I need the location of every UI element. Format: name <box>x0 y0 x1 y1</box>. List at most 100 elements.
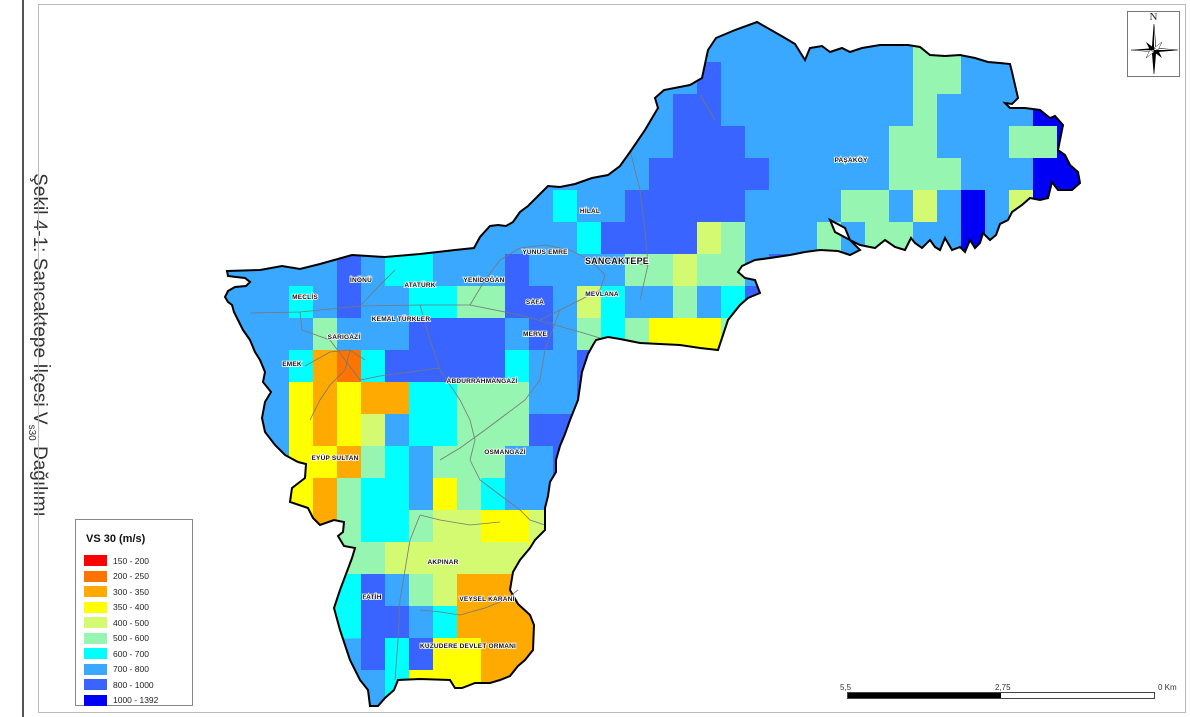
vs30-cell <box>337 510 362 543</box>
vs30-cell <box>697 286 722 319</box>
vs30-cell <box>745 62 770 95</box>
scale-label-left: 5,5 <box>840 683 852 692</box>
legend-title: VS 30 (m/s) <box>86 533 146 545</box>
vs30-cell <box>553 286 578 319</box>
place-label: YUNUS EMRE <box>522 249 568 256</box>
vs30-cell <box>409 638 434 671</box>
vs30-cell <box>601 382 626 415</box>
vs30-cell <box>913 62 938 95</box>
vs30-cell <box>409 286 434 319</box>
vs30-cell <box>529 350 554 383</box>
vs30-cell <box>793 350 818 383</box>
vs30-cell <box>601 670 626 703</box>
vs30-cell <box>385 446 410 479</box>
vs30-cell <box>769 318 794 351</box>
vs30-cell <box>625 510 650 543</box>
vs30-cell <box>337 382 362 415</box>
vs30-cell <box>457 574 482 607</box>
vs30-cell <box>913 190 938 223</box>
legend-item: 400 - 500 <box>84 615 184 631</box>
compass-rose-icon <box>1130 23 1179 75</box>
vs30-cell <box>553 414 578 447</box>
vs30-cell <box>601 414 626 447</box>
vs30-cell <box>481 478 506 511</box>
vs30-cell <box>841 62 866 95</box>
vs30-cell <box>745 126 770 159</box>
vs30-cell <box>649 222 674 255</box>
place-label: ATATÜRK <box>404 280 435 289</box>
vs30-cell <box>529 414 554 447</box>
vs30-cell <box>361 510 386 543</box>
vs30-cell <box>769 254 794 287</box>
vs30-cell <box>481 446 506 479</box>
vs30-cell <box>865 222 890 255</box>
vs30-cell <box>793 318 818 351</box>
vs30-cell <box>505 318 530 351</box>
vs30-cell <box>793 158 818 191</box>
vs30-cell <box>505 478 530 511</box>
vs30-cell <box>793 62 818 95</box>
vs30-cell <box>529 670 554 703</box>
vs30-cell <box>937 94 962 127</box>
vs30-cell <box>529 222 554 255</box>
vs30-cell <box>313 542 338 575</box>
vs30-cell <box>481 670 506 703</box>
place-labels: PAŞAKÖY HİLAL YUNUS EMRE SANCAKTEPE İNÖNÜ ATA… <box>281 154 868 651</box>
vs30-cell <box>409 478 434 511</box>
vs30-cell <box>673 94 698 127</box>
legend-item: 300 - 350 <box>84 584 184 600</box>
vs30-cell <box>337 286 362 319</box>
vs30-cell <box>529 382 554 415</box>
vs30-cell <box>673 670 698 703</box>
vs30-cell <box>289 510 314 543</box>
scale-bar-black-segment <box>848 693 1001 698</box>
vs30-cell <box>1081 158 1106 191</box>
vs30-cell <box>361 574 386 607</box>
vs30-cell <box>553 574 578 607</box>
legend-item: 1000 - 1392 <box>84 693 184 709</box>
vs30-cell <box>1033 126 1058 159</box>
legend-items: 150 - 200 200 - 250 300 - 350 350 - 400 400 … <box>84 553 184 708</box>
vs30-cell <box>337 318 362 351</box>
place-label: HİLAL <box>580 207 600 215</box>
vs30-cell <box>985 190 1010 223</box>
vs30-cell <box>769 94 794 127</box>
vs30-cell <box>289 350 314 383</box>
vs30-cell <box>817 94 842 127</box>
vs30-cell <box>625 382 650 415</box>
vs30-cell <box>913 126 938 159</box>
vs30-cell <box>673 638 698 671</box>
vs30-cell <box>913 254 938 287</box>
vs30-cell <box>697 414 722 447</box>
neighborhood-boundaries <box>249 94 716 681</box>
legend-swatch <box>84 570 107 582</box>
vs30-cell <box>697 670 722 703</box>
place-label: MECLİS <box>292 293 318 301</box>
legend-label: 150 - 200 <box>113 555 149 566</box>
vs30-cell <box>961 94 986 127</box>
vs30-cell <box>553 606 578 639</box>
vs30-cell <box>577 670 602 703</box>
vs30-cell <box>505 222 530 255</box>
north-label: N <box>1149 11 1158 23</box>
vs30-cell <box>481 382 506 415</box>
vs30-cell <box>1033 62 1058 95</box>
vs30-cell <box>721 222 746 255</box>
vs30-cell <box>457 318 482 351</box>
vs30-cell <box>721 94 746 127</box>
vs30-cell <box>673 158 698 191</box>
vs30-cell <box>673 254 698 287</box>
vs30-cell <box>361 446 386 479</box>
vs30-cell <box>289 542 314 575</box>
vs30-cell <box>721 254 746 287</box>
vs30-cell <box>337 254 362 287</box>
vs30-cell <box>697 318 722 351</box>
vs30-cell <box>409 574 434 607</box>
legend-swatch <box>84 586 107 598</box>
vs30-cell <box>337 478 362 511</box>
vs30-cell <box>385 606 410 639</box>
vs30-cell <box>505 350 530 383</box>
vs30-cell <box>673 542 698 575</box>
vs30-cell <box>457 478 482 511</box>
vs30-cell <box>985 30 1010 63</box>
